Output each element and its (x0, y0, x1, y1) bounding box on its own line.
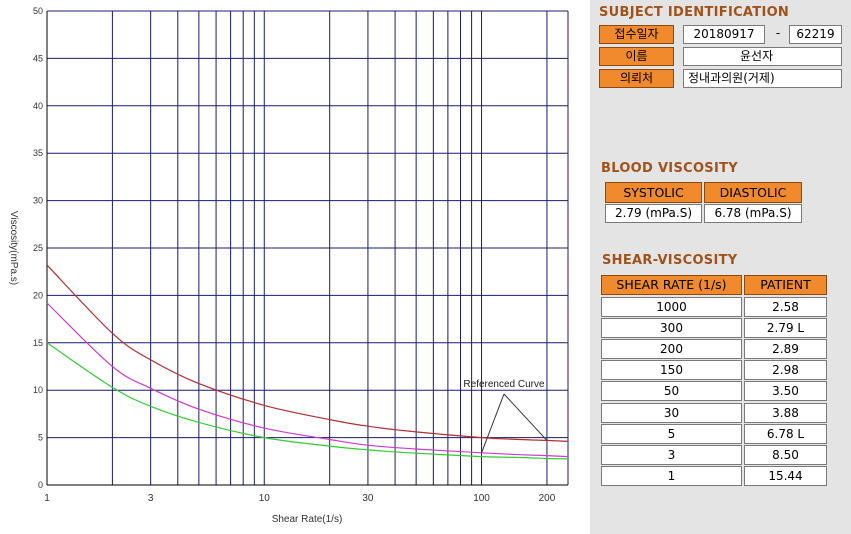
shear-rate-cell: 50 (601, 381, 742, 401)
shear-section-title: SHEAR-VISCOSITY (602, 253, 738, 268)
x-tick-label: 100 (473, 493, 490, 504)
y-tick-label: 35 (33, 148, 43, 158)
date-label: 접수일자 (599, 25, 674, 44)
patient-value-cell: 2.89 (744, 339, 827, 359)
id-separator: - (775, 26, 781, 40)
shear-rate-cell: 300 (601, 318, 742, 338)
shear-rate-cell: 200 (601, 339, 742, 359)
shear-rate-cell: 3 (601, 445, 742, 465)
systolic-header: SYSTOLIC (605, 182, 702, 203)
y-tick-label: 25 (33, 243, 43, 253)
clinic-field[interactable]: 정내과의원(거제) (683, 69, 842, 88)
diastolic-header: DIASTOLIC (704, 182, 802, 203)
annotation-pointer (481, 393, 505, 453)
y-tick-label: 20 (33, 290, 43, 300)
series-line-1 (46, 264, 569, 442)
y-tick-label: 0 (38, 480, 43, 490)
id-field[interactable]: 62219 (789, 25, 842, 44)
shear-rate-cell: 30 (601, 403, 742, 423)
x-tick-label: 3 (148, 493, 154, 504)
shear-rate-header: SHEAR RATE (1/s) (601, 275, 742, 295)
series-line-3 (46, 342, 569, 460)
info-panel: SUBJECT IDENTIFICATION 접수일자 20180917 - 6… (590, 0, 851, 534)
patient-value-cell: 3.88 (744, 403, 827, 423)
x-tick-label: 10 (259, 493, 271, 504)
name-label: 이름 (599, 47, 674, 66)
y-tick-label: 10 (33, 385, 43, 395)
blood-section-title: BLOOD VISCOSITY (601, 161, 738, 176)
patient-value-cell: 6.78 L (744, 424, 827, 444)
subject-section-title: SUBJECT IDENTIFICATION (599, 5, 790, 20)
patient-value-cell: 2.79 L (744, 318, 827, 338)
name-field[interactable]: 윤선자 (683, 47, 842, 66)
y-tick-label: 30 (33, 196, 43, 206)
patient-value-cell: 8.50 (744, 445, 827, 465)
shear-rate-cell: 1 (601, 466, 742, 486)
y-tick-label: 45 (33, 53, 43, 63)
shear-rate-cell: 1000 (601, 297, 742, 317)
x-axis-label: Shear Rate(1/s) (272, 514, 343, 525)
x-tick-label: 200 (539, 493, 556, 504)
shear-rate-cell: 5 (601, 424, 742, 444)
diastolic-value: 6.78 (mPa.S) (704, 204, 802, 223)
y-tick-label: 40 (33, 101, 43, 111)
shear-rate-cell: 150 (601, 360, 742, 380)
date-field[interactable]: 20180917 (683, 25, 765, 44)
x-tick-label: 1 (44, 493, 50, 504)
patient-value-cell: 15.44 (744, 466, 827, 486)
y-tick-label: 5 (38, 433, 43, 443)
y-tick-label: 15 (33, 338, 43, 348)
chart-svg: 0 5 10 15 20 25 30 35 40 45 50 1 3 10 30 100 200 Referen… (8, 6, 569, 525)
viscosity-chart: 0 5 10 15 20 25 30 35 40 45 50 1 3 10 30 100 200 Referen… (8, 6, 569, 525)
patient-value-cell: 3.50 (744, 381, 827, 401)
patient-header: PATIENT (744, 275, 827, 295)
x-tick-label: 30 (362, 493, 374, 504)
y-tick-label: 50 (33, 6, 43, 16)
y-axis-label: Viscosity(mPa.s) (8, 211, 19, 285)
patient-value-cell: 2.98 (744, 360, 827, 380)
systolic-value: 2.79 (mPa.S) (605, 204, 702, 223)
series-line-2 (46, 302, 569, 458)
clinic-label: 의뢰처 (599, 69, 674, 88)
patient-value-cell: 2.58 (744, 297, 827, 317)
annotation-label: Referenced Curve (463, 379, 545, 390)
annotation-pointer (503, 393, 548, 441)
